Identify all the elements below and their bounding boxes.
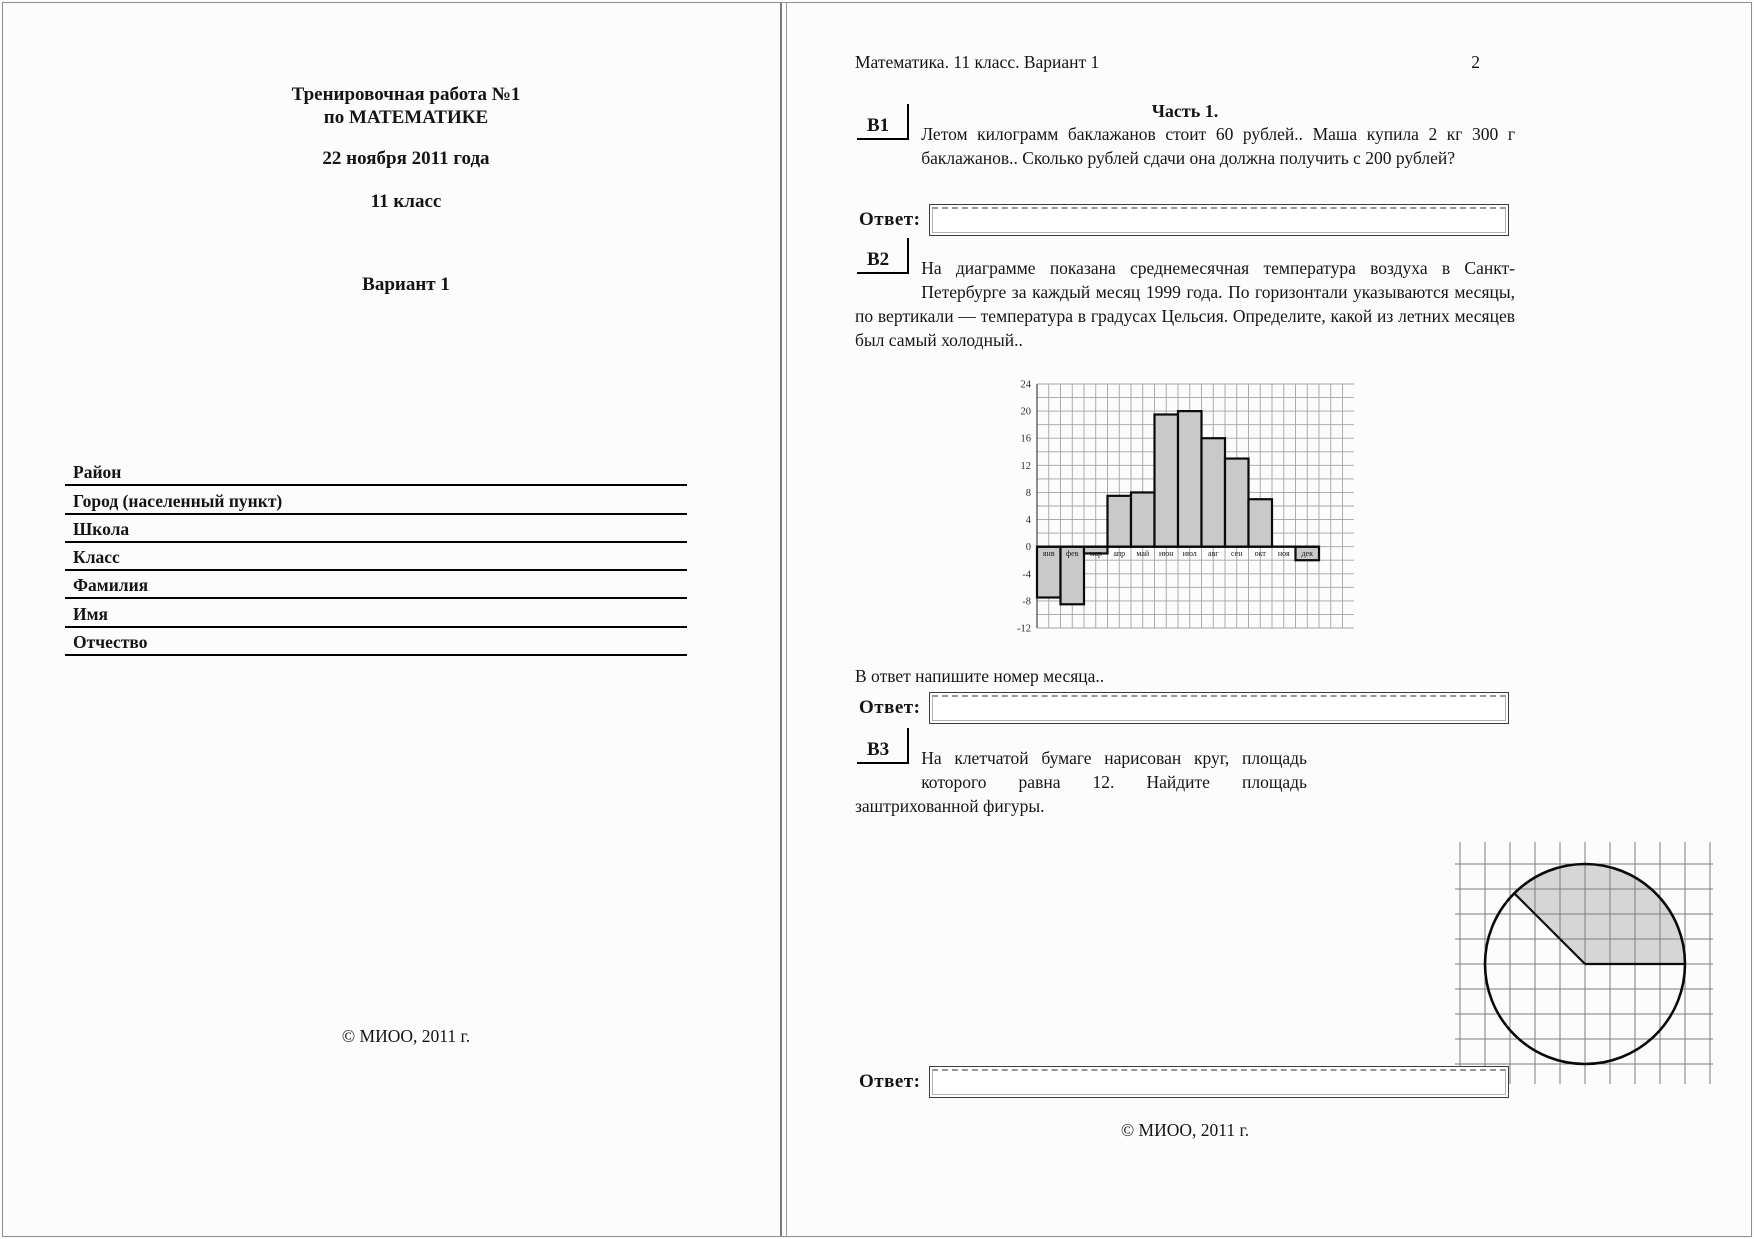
work-title-line2: по МАТЕМАТИКЕ — [323, 107, 489, 128]
form-row-class[interactable]: Класс — [65, 543, 687, 572]
svg-text:янв: янв — [1043, 549, 1055, 558]
form-label: Район — [73, 462, 122, 483]
answer-row-b2: Ответ: — [859, 692, 1510, 724]
svg-text:май: май — [1136, 549, 1150, 558]
form-row-surname[interactable]: Фамилия — [65, 571, 687, 600]
form-row-school[interactable]: Школа — [65, 515, 687, 543]
copyright-footer: © МИОО, 2011 г. — [1120, 1120, 1250, 1140]
running-header: Математика. 11 класс. Вариант 1 2 — [855, 52, 1515, 73]
answer-label: Ответ: — [859, 697, 921, 718]
svg-text:мар: мар — [1089, 549, 1102, 558]
svg-text:авг: авг — [1208, 549, 1219, 558]
svg-text:июл: июл — [1183, 549, 1197, 558]
problem-b2-label: В2 — [857, 238, 910, 274]
problem-b2-note: В ответ напишите номер месяца.. — [855, 666, 1105, 686]
svg-text:20: 20 — [1021, 407, 1032, 418]
form-label: Имя — [73, 603, 108, 624]
answer-input-b2[interactable] — [929, 692, 1510, 724]
problem-b2: В2 На диаграмме показана среднемесячная … — [855, 238, 1515, 352]
svg-text:окт: окт — [1255, 549, 1267, 558]
form-label: Город (населенный пункт) — [73, 490, 283, 511]
svg-text:фев: фев — [1066, 549, 1079, 558]
work-grade: 11 класс — [370, 191, 442, 212]
header-title: Математика. 11 класс. Вариант 1 — [855, 52, 1100, 72]
form-row-name[interactable]: Имя — [65, 599, 687, 628]
form-label: Фамилия — [73, 575, 149, 596]
svg-text:12: 12 — [1021, 461, 1032, 472]
form-row-patronymic[interactable]: Отчество — [65, 628, 687, 657]
right-page: Математика. 11 класс. Вариант 1 2 Часть … — [855, 0, 1713, 1239]
work-date: 22 ноября 2011 года — [322, 148, 490, 169]
problem-b1-text: Летом килограмм баклажанов стоит 60 рубл… — [921, 124, 1515, 168]
svg-text:24: 24 — [1021, 380, 1032, 391]
svg-text:-4: -4 — [1022, 569, 1031, 580]
answer-row-b1: Ответ: — [859, 204, 1510, 236]
svg-text:0: 0 — [1026, 542, 1031, 553]
svg-text:-12: -12 — [1017, 624, 1031, 635]
page-number: 2 — [1471, 52, 1480, 72]
svg-text:4: 4 — [1026, 515, 1032, 526]
answer-label: Ответ: — [859, 1071, 921, 1092]
variant-title: Вариант 1 — [362, 274, 450, 295]
svg-text:июн: июн — [1159, 549, 1174, 558]
problem-b1: В1 Летом килограмм баклажанов стоит 60 р… — [855, 104, 1515, 170]
svg-text:дек: дек — [1301, 549, 1313, 558]
circle-grid-figure — [1455, 842, 1713, 1084]
problem-b3-text: На клетчатой бумаге нарисован круг, площ… — [855, 748, 1307, 816]
form-label: Класс — [73, 547, 120, 568]
copyright-footer: © МИОО, 2011 г. — [341, 1026, 471, 1046]
svg-text:сен: сен — [1231, 549, 1243, 558]
problem-b1-label: В1 — [857, 104, 910, 140]
answer-input-b1[interactable] — [929, 204, 1510, 236]
form-row-district[interactable]: Район — [65, 458, 687, 487]
svg-text:-8: -8 — [1022, 596, 1031, 607]
answer-input-b3[interactable] — [929, 1066, 1510, 1098]
form-label: Школа — [73, 518, 130, 539]
answer-row-b3: Ответ: — [859, 1066, 1510, 1098]
work-title-line1: Тренировочная работа №1 — [291, 84, 521, 105]
problem-b2-text: На диаграмме показана среднемесячная тем… — [855, 258, 1515, 350]
problem-b3: В3 На клетчатой бумаге нарисован круг, п… — [855, 728, 1307, 818]
form-row-city[interactable]: Город (населенный пункт) — [65, 486, 687, 515]
answer-label: Ответ: — [859, 209, 921, 230]
student-info-form: Район Город (населенный пункт) Школа Кла… — [65, 458, 687, 657]
section-title: Часть 1. — [1151, 101, 1219, 121]
left-page: Тренировочная работа №1 по МАТЕМАТИКЕ 22… — [60, 0, 752, 1239]
svg-text:апр: апр — [1113, 549, 1125, 558]
svg-text:ноя: ноя — [1278, 549, 1290, 558]
svg-text:8: 8 — [1026, 488, 1031, 499]
svg-text:16: 16 — [1021, 434, 1032, 445]
temperature-bar-chart: 24 20 16 12 8 4 0 -4 -8 -12 янв фев мар апр май июн июл а… — [1017, 380, 1354, 635]
page-divider — [780, 3, 787, 1236]
form-label: Отчество — [73, 632, 148, 653]
problem-b3-label: В3 — [857, 728, 910, 764]
